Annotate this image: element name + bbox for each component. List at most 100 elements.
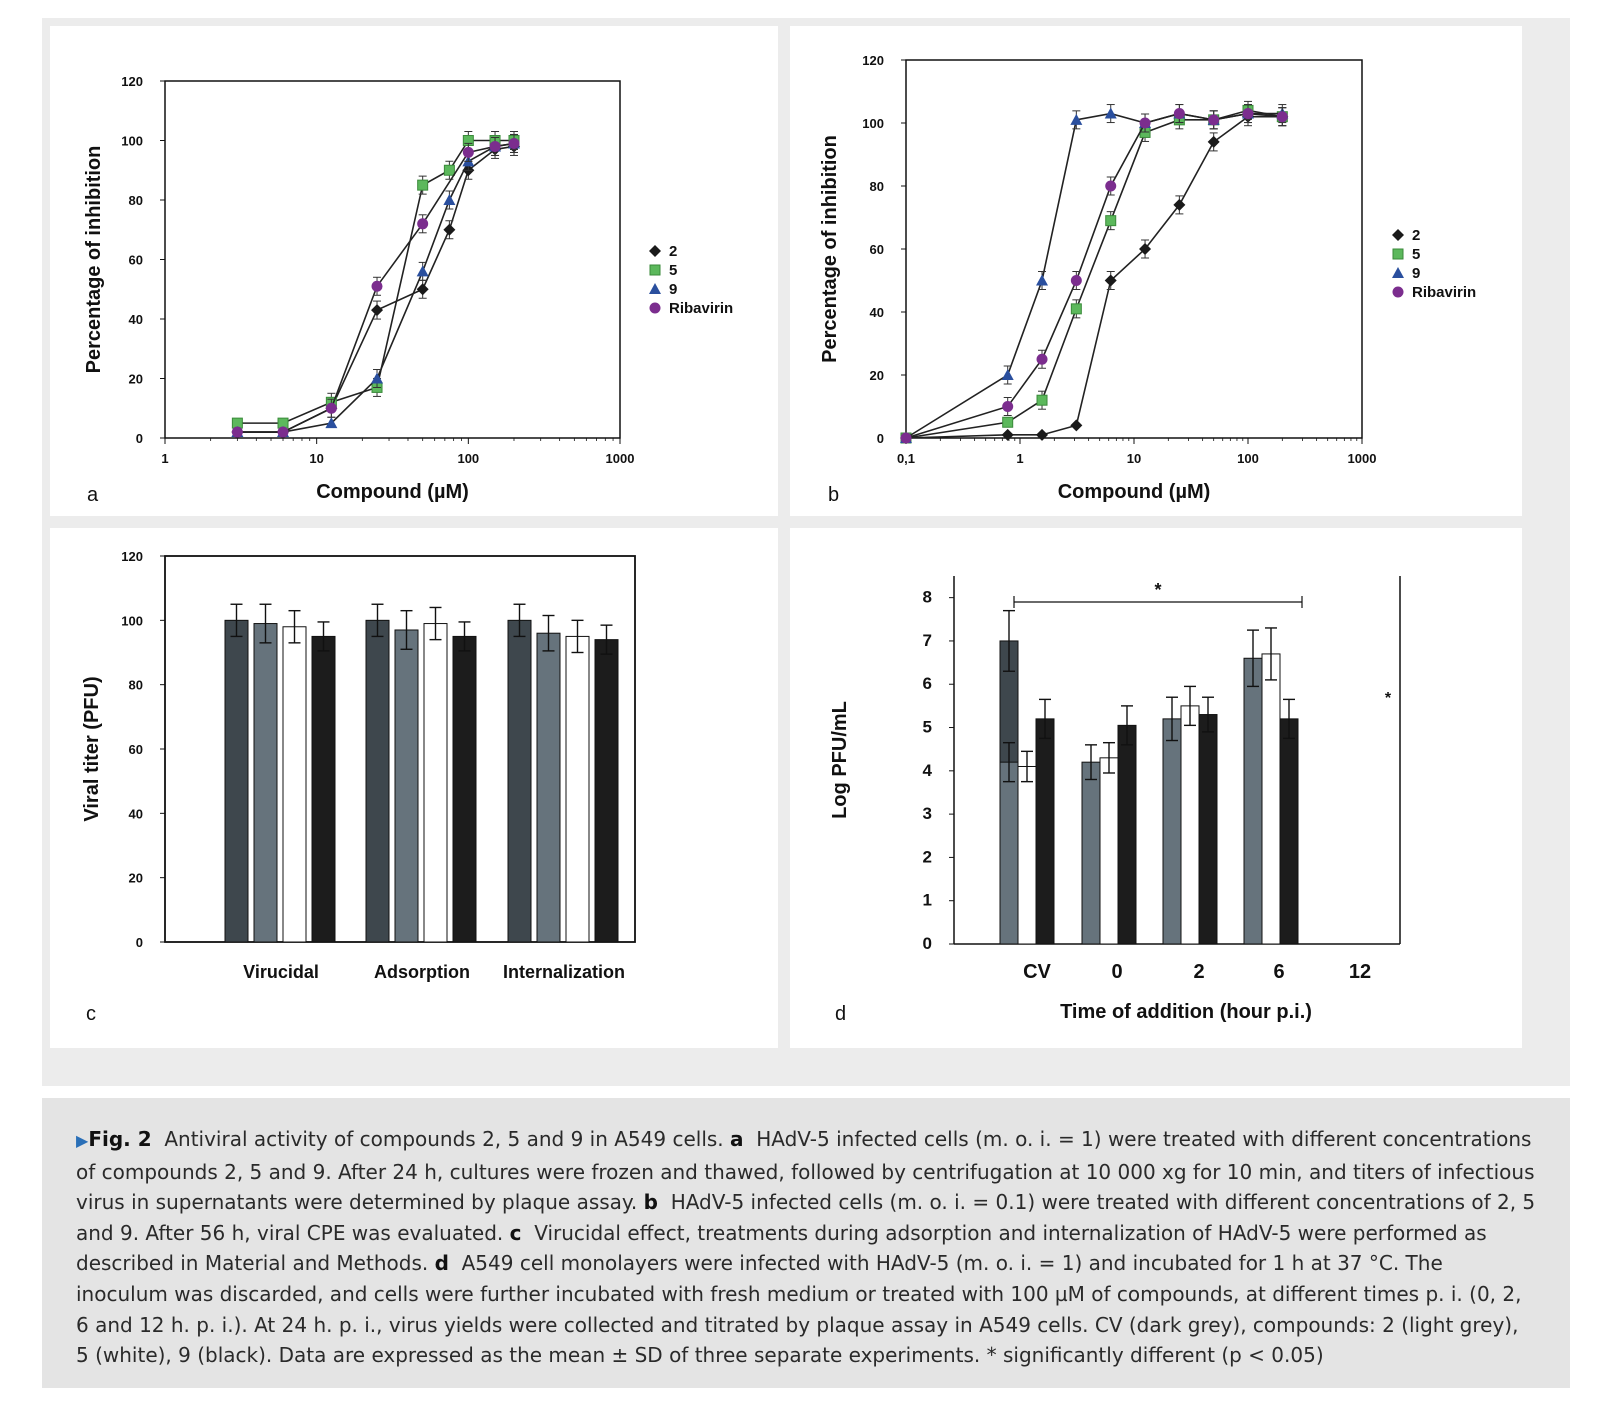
data-point-ribavirin <box>417 218 429 230</box>
data-point-2 <box>1036 428 1049 441</box>
data-point-9 <box>1104 107 1117 119</box>
x-tick-label: 1 <box>161 451 168 466</box>
bar-2 <box>536 632 561 943</box>
series-line-5 <box>905 109 1283 439</box>
plot-frame <box>905 59 1363 439</box>
significance-star: * <box>1385 690 1392 707</box>
data-point-ribavirin <box>508 137 520 149</box>
panel-letter: a <box>87 484 99 506</box>
y-tick-label: 3 <box>923 804 932 823</box>
panel-letter: b <box>828 484 839 506</box>
figure-caption: ▶Fig. 2 Antiviral activity of compounds … <box>42 1098 1570 1388</box>
legend-label: 9 <box>669 281 677 298</box>
data-point-2 <box>443 223 456 236</box>
bar-cv <box>224 619 249 943</box>
y-tick-label: 20 <box>129 871 143 886</box>
data-point-5 <box>443 164 455 176</box>
data-point-5 <box>417 179 429 191</box>
x-tick-label: 100 <box>457 451 479 466</box>
legend-marker-ribavirin <box>1392 286 1404 298</box>
data-point-ribavirin <box>1070 275 1082 286</box>
x-axis-label: Compound (µM) <box>316 481 469 503</box>
bar-5 <box>282 626 307 943</box>
y-tick-label: 100 <box>121 613 143 628</box>
series-line-9 <box>905 112 1283 439</box>
caption-label-b: b <box>643 1190 658 1215</box>
caption-text-c: Virucidal effect, treatments during adso… <box>76 1220 1487 1276</box>
caption-label-a: a <box>730 1127 744 1151</box>
y-tick-label: 8 <box>923 588 932 607</box>
data-point-ribavirin <box>1208 114 1220 126</box>
x-tick-label: 10 <box>1127 451 1141 466</box>
caption-text-d: A549 cell monolayers were infected with … <box>76 1251 1522 1368</box>
data-point-2 <box>1173 198 1186 211</box>
series-line-2 <box>905 115 1283 439</box>
legend-marker-5 <box>649 264 661 276</box>
data-point-5 <box>1105 215 1117 227</box>
y-tick-label: 1 <box>923 891 932 910</box>
y-tick-label: 60 <box>129 742 143 757</box>
legend-label: Ribavirin <box>669 300 733 317</box>
y-tick-label: 0 <box>136 431 143 446</box>
plot-frame <box>164 80 621 439</box>
figure-frame: 0 20 40 60 80 100 120 1 10 100 1000 Compound (µM) Pe… <box>42 18 1570 1086</box>
data-point-9 <box>1001 369 1014 380</box>
chart-b: 0 20 40 60 80 100 120 0,1 1 10 100 1000 Compound (µM… <box>819 53 1476 506</box>
y-axis-label: Viral titer (PFU) <box>81 676 103 821</box>
data-point-2 <box>1070 419 1083 432</box>
y-tick-label: 4 <box>923 761 933 780</box>
bar-cv <box>507 619 532 943</box>
data-point-ribavirin <box>1173 108 1185 120</box>
legend-label: 2 <box>669 243 677 260</box>
data-point-ribavirin <box>1242 108 1254 120</box>
significance-star: * <box>1154 580 1161 600</box>
y-tick-label: 100 <box>121 134 143 149</box>
data-point-ribavirin <box>277 426 289 438</box>
bar-5 <box>1099 757 1119 945</box>
bar-9 <box>452 635 477 943</box>
caption-label-d: d <box>434 1251 449 1276</box>
x-axis-label: Time of addition (hour p.i.) <box>1060 1001 1312 1023</box>
bar-9 <box>1035 718 1055 945</box>
data-point-ribavirin <box>1036 353 1048 365</box>
chart-c: 0 20 40 60 80 100 120 Viral titer (PFU) Virucida… <box>81 549 636 1025</box>
y-tick-label: 120 <box>121 549 143 564</box>
x-tick-label: 1000 <box>606 451 635 466</box>
category-label: Internalization <box>503 962 625 982</box>
category-label: 12 <box>1349 961 1371 983</box>
bar-2 <box>999 761 1019 945</box>
data-point-ribavirin <box>489 140 501 152</box>
legend-marker-9 <box>1392 267 1404 278</box>
legend-marker-2 <box>649 245 661 257</box>
y-tick-label: 40 <box>129 312 143 327</box>
panel-letter: d <box>835 1003 846 1025</box>
caption-text: ▶Fig. 2 Antiviral activity of compounds … <box>76 1124 1536 1371</box>
x-tick-label: 100 <box>1237 451 1259 466</box>
legend-label: 5 <box>1412 246 1420 263</box>
data-point-2 <box>416 283 429 296</box>
caption-arrow-icon: ▶ <box>76 1131 89 1150</box>
y-tick-label: 100 <box>862 116 884 131</box>
y-tick-label: 0 <box>923 934 932 953</box>
y-tick-label: 40 <box>129 806 143 821</box>
legend-marker-ribavirin <box>649 302 661 314</box>
legend-label: 5 <box>669 262 677 279</box>
panel-c: 0 20 40 60 80 100 120 Viral titer (PFU) Virucida… <box>50 528 778 1048</box>
category-label: 6 <box>1273 961 1284 983</box>
caption-label-c: c <box>509 1220 522 1245</box>
data-point-ribavirin <box>462 146 474 158</box>
y-tick-label: 120 <box>121 74 143 89</box>
category-label: CV <box>1023 961 1051 983</box>
y-tick-label: 0 <box>136 935 143 950</box>
legend-marker-5 <box>1392 248 1404 260</box>
y-tick-label: 60 <box>870 242 884 257</box>
bar-2 <box>253 623 278 943</box>
bar-9 <box>594 639 619 943</box>
caption-text-b: HAdV-5 infected cells (m. o. i. = 0.1) w… <box>76 1190 1536 1245</box>
legend-marker-9 <box>649 283 661 294</box>
data-point-ribavirin <box>325 402 337 414</box>
bar-5 <box>423 623 448 943</box>
data-point-ribavirin <box>1105 180 1117 192</box>
bar-5 <box>1261 653 1281 945</box>
